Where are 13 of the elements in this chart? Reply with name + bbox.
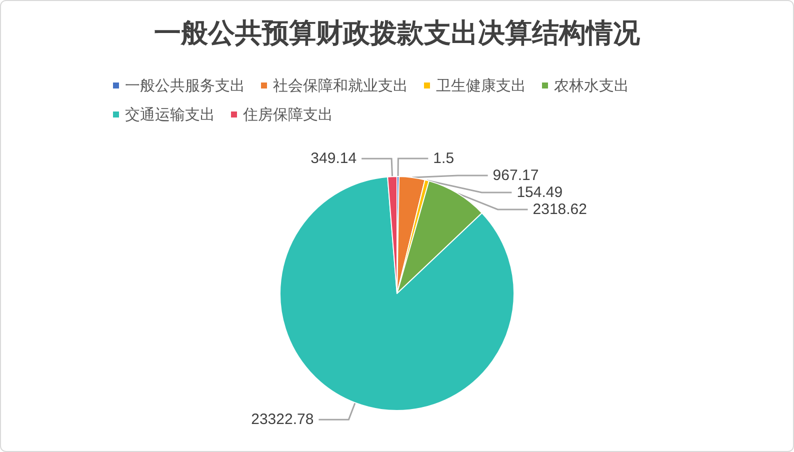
- legend-label: 一般公共服务支出: [125, 76, 245, 94]
- legend-label: 交通运输支出: [125, 106, 215, 124]
- chart-title: 一般公共预算财政拨款支出决算结构情况: [154, 18, 641, 49]
- legend-label: 农林水支出: [554, 76, 629, 94]
- data-label: 349.14: [310, 150, 357, 168]
- legend-label: 社会保障和就业支出: [273, 76, 408, 94]
- legend-label: 卫生健康支出: [436, 76, 526, 94]
- data-label: 967.17: [492, 167, 539, 184]
- data-label: 154.49: [516, 184, 563, 202]
- data-label: 2318.62: [532, 201, 587, 218]
- data-label: 23322.78: [251, 411, 314, 428]
- legend-label: 住房保障支出: [242, 106, 333, 124]
- data-label: 1.5: [433, 150, 454, 168]
